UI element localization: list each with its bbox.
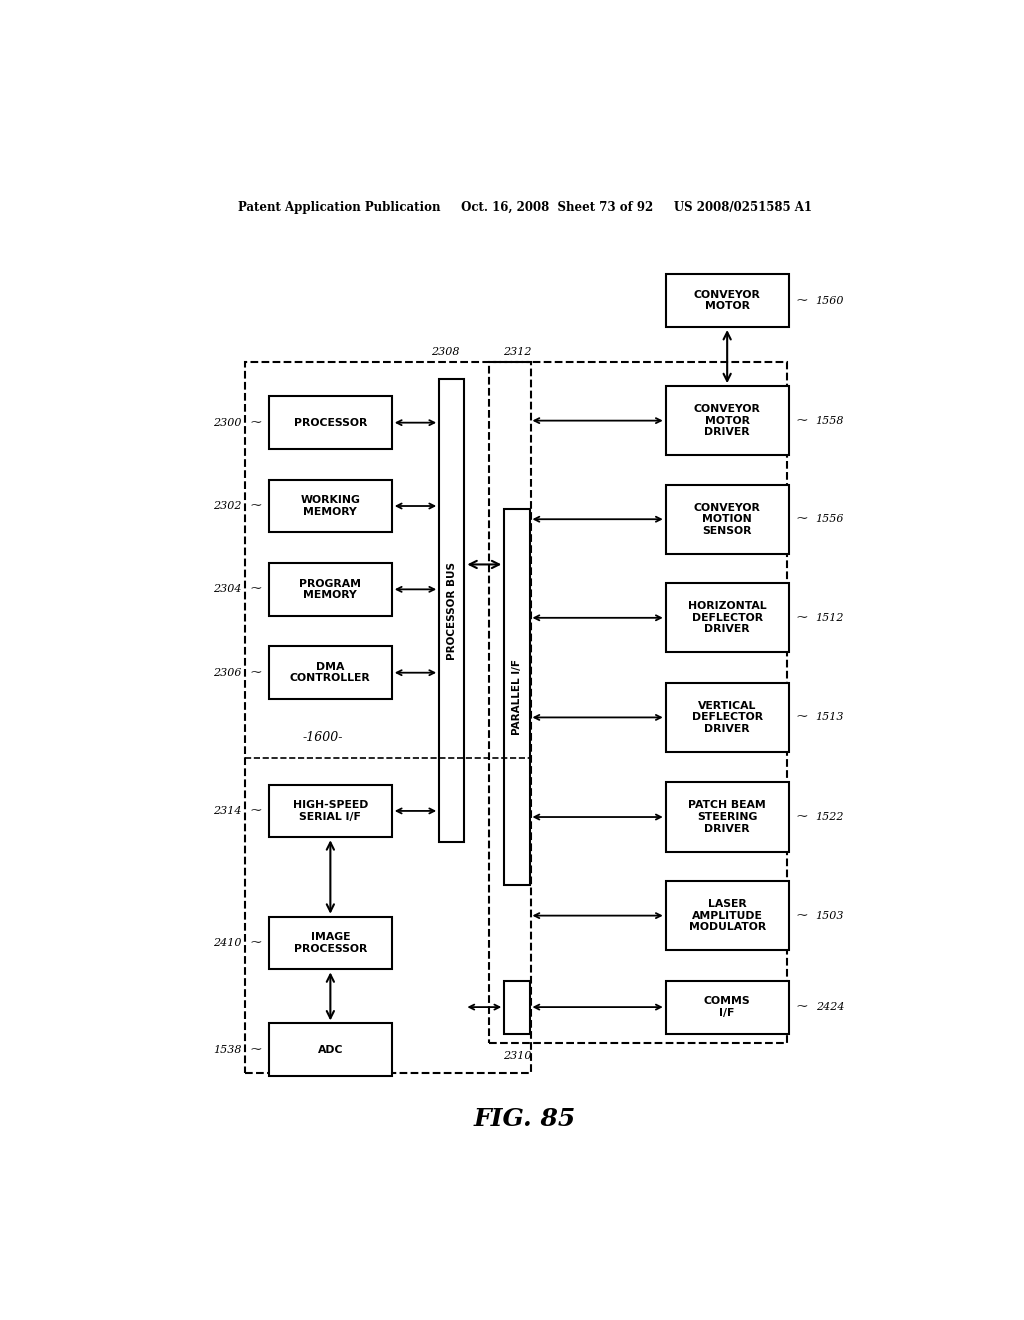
Text: ~: ~ xyxy=(795,293,808,308)
Bar xyxy=(269,479,392,532)
Text: ~: ~ xyxy=(250,665,262,680)
Text: IMAGE
PROCESSOR: IMAGE PROCESSOR xyxy=(294,932,367,954)
Bar xyxy=(504,510,529,886)
Text: ~: ~ xyxy=(795,1001,808,1014)
Bar xyxy=(439,379,465,842)
Text: 1560: 1560 xyxy=(816,296,844,306)
Text: ~: ~ xyxy=(250,804,262,818)
Bar xyxy=(666,682,788,752)
Bar xyxy=(246,362,531,1073)
Text: 1522: 1522 xyxy=(816,812,844,822)
Text: 2424: 2424 xyxy=(816,1002,844,1012)
Bar xyxy=(666,880,788,950)
Text: 1513: 1513 xyxy=(816,713,844,722)
Text: PATCH BEAM
STEERING
DRIVER: PATCH BEAM STEERING DRIVER xyxy=(688,800,766,834)
Text: PARALLEL I/F: PARALLEL I/F xyxy=(512,659,522,735)
Bar xyxy=(666,385,788,455)
Text: Patent Application Publication     Oct. 16, 2008  Sheet 73 of 92     US 2008/025: Patent Application Publication Oct. 16, … xyxy=(238,201,812,214)
Text: 2304: 2304 xyxy=(213,585,242,594)
Text: 1512: 1512 xyxy=(816,612,844,623)
Text: 2312: 2312 xyxy=(503,347,531,356)
Text: CONVEYOR
MOTION
SENSOR: CONVEYOR MOTION SENSOR xyxy=(693,503,761,536)
Bar xyxy=(666,275,788,327)
Text: HORIZONTAL
DEFLECTOR
DRIVER: HORIZONTAL DEFLECTOR DRIVER xyxy=(688,601,767,635)
Text: 2310: 2310 xyxy=(503,1051,531,1061)
Text: PROCESSOR BUS: PROCESSOR BUS xyxy=(446,562,457,660)
Text: DMA
CONTROLLER: DMA CONTROLLER xyxy=(290,661,371,684)
Text: ADC: ADC xyxy=(317,1045,343,1055)
Bar xyxy=(269,396,392,449)
Text: PROCESSOR: PROCESSOR xyxy=(294,417,367,428)
Text: ~: ~ xyxy=(250,499,262,513)
Text: CONVEYOR
MOTOR: CONVEYOR MOTOR xyxy=(693,290,761,312)
Text: 1503: 1503 xyxy=(816,911,844,920)
Text: ~: ~ xyxy=(795,908,808,923)
Text: PROGRAM
MEMORY: PROGRAM MEMORY xyxy=(299,578,361,601)
Bar xyxy=(269,1023,392,1076)
Text: 1556: 1556 xyxy=(816,515,844,524)
Bar xyxy=(504,981,529,1034)
Text: ~: ~ xyxy=(250,936,262,950)
Text: ~: ~ xyxy=(250,582,262,597)
Bar xyxy=(666,484,788,554)
Bar xyxy=(269,562,392,616)
Text: 2410: 2410 xyxy=(213,939,242,948)
Text: 2306: 2306 xyxy=(213,668,242,677)
Text: 1558: 1558 xyxy=(816,416,844,425)
Text: ~: ~ xyxy=(250,1043,262,1057)
Text: CONVEYOR
MOTOR
DRIVER: CONVEYOR MOTOR DRIVER xyxy=(693,404,761,437)
Text: VERTICAL
DEFLECTOR
DRIVER: VERTICAL DEFLECTOR DRIVER xyxy=(691,701,763,734)
Text: 2300: 2300 xyxy=(213,417,242,428)
Text: LASER
AMPLITUDE
MODULATOR: LASER AMPLITUDE MODULATOR xyxy=(688,899,766,932)
Bar xyxy=(666,783,788,851)
Bar xyxy=(666,981,788,1034)
Bar xyxy=(666,583,788,652)
Text: COMMS
I/F: COMMS I/F xyxy=(703,997,751,1018)
Text: FIG. 85: FIG. 85 xyxy=(474,1107,575,1131)
Text: HIGH-SPEED
SERIAL I/F: HIGH-SPEED SERIAL I/F xyxy=(293,800,368,822)
Text: 2302: 2302 xyxy=(213,502,242,511)
Bar xyxy=(489,362,786,1043)
Text: 2314: 2314 xyxy=(213,807,242,816)
Text: ~: ~ xyxy=(795,710,808,725)
Text: ~: ~ xyxy=(795,810,808,824)
Bar xyxy=(269,647,392,700)
Text: 1538: 1538 xyxy=(213,1045,242,1055)
Text: ~: ~ xyxy=(250,416,262,430)
Text: ~: ~ xyxy=(795,413,808,428)
Bar xyxy=(269,916,392,969)
Bar xyxy=(269,784,392,837)
Text: ~: ~ xyxy=(795,512,808,527)
Text: WORKING
MEMORY: WORKING MEMORY xyxy=(300,495,360,517)
Text: 2308: 2308 xyxy=(431,347,460,356)
Text: ~: ~ xyxy=(795,611,808,624)
Text: -1600-: -1600- xyxy=(302,731,343,744)
